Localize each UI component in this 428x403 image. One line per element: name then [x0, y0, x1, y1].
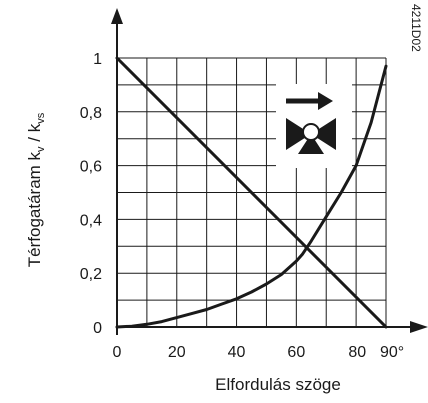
y-axis-title: Térfogatáram kv / kvs	[25, 112, 47, 267]
y-tick-label: 0,4	[80, 212, 102, 229]
x-tick-labels: 0 20 40 60 80 90°	[113, 344, 405, 361]
y-tick-label: 0,6	[80, 159, 102, 176]
y-tick-label: 0,8	[80, 105, 102, 122]
valve-flow-arrow-icon	[276, 84, 352, 168]
x-tick-label: 20	[168, 344, 186, 361]
drawing-reference: 4211D02	[409, 4, 423, 52]
y-axis-arrow	[111, 8, 123, 24]
axes	[111, 8, 428, 335]
y-tick-labels: 0 0,2 0,4 0,6 0,8 1	[80, 51, 102, 337]
x-tick-label: 40	[228, 344, 246, 361]
y-tick-label: 1	[93, 51, 102, 68]
x-tick-label: 90°	[380, 344, 404, 361]
y-tick-label: 0,2	[80, 266, 102, 283]
y-tick-label: 0	[93, 320, 102, 337]
x-tick-label: 0	[113, 344, 122, 361]
x-tick-label: 60	[287, 344, 305, 361]
x-tick-label: 80	[348, 344, 366, 361]
x-axis-title: Elfordulás szöge	[215, 375, 341, 394]
x-axis-arrow	[410, 321, 428, 333]
